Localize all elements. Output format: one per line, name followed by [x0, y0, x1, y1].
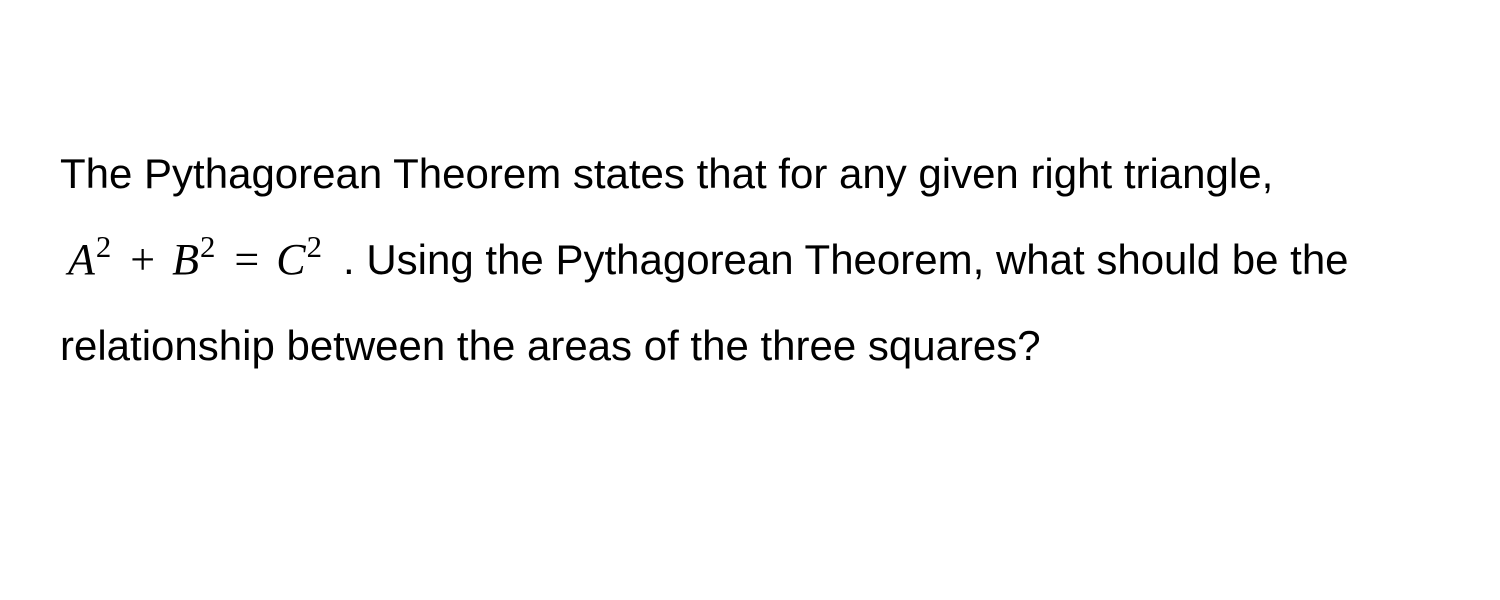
var-b: B [172, 235, 199, 284]
exp-c: 2 [307, 230, 322, 264]
var-c: C [276, 235, 305, 284]
math-expression: A2 + B2 = C2 [60, 235, 343, 284]
question-text: The Pythagorean Theorem states that for … [60, 132, 1440, 388]
text-before-math: The Pythagorean Theorem states that for … [60, 150, 1273, 197]
var-a: A [68, 235, 95, 284]
question-container: The Pythagorean Theorem states that for … [0, 0, 1500, 600]
exp-a: 2 [96, 230, 111, 264]
exp-b: 2 [200, 230, 215, 264]
equals-operator: = [228, 235, 265, 284]
plus-operator: + [124, 235, 161, 284]
